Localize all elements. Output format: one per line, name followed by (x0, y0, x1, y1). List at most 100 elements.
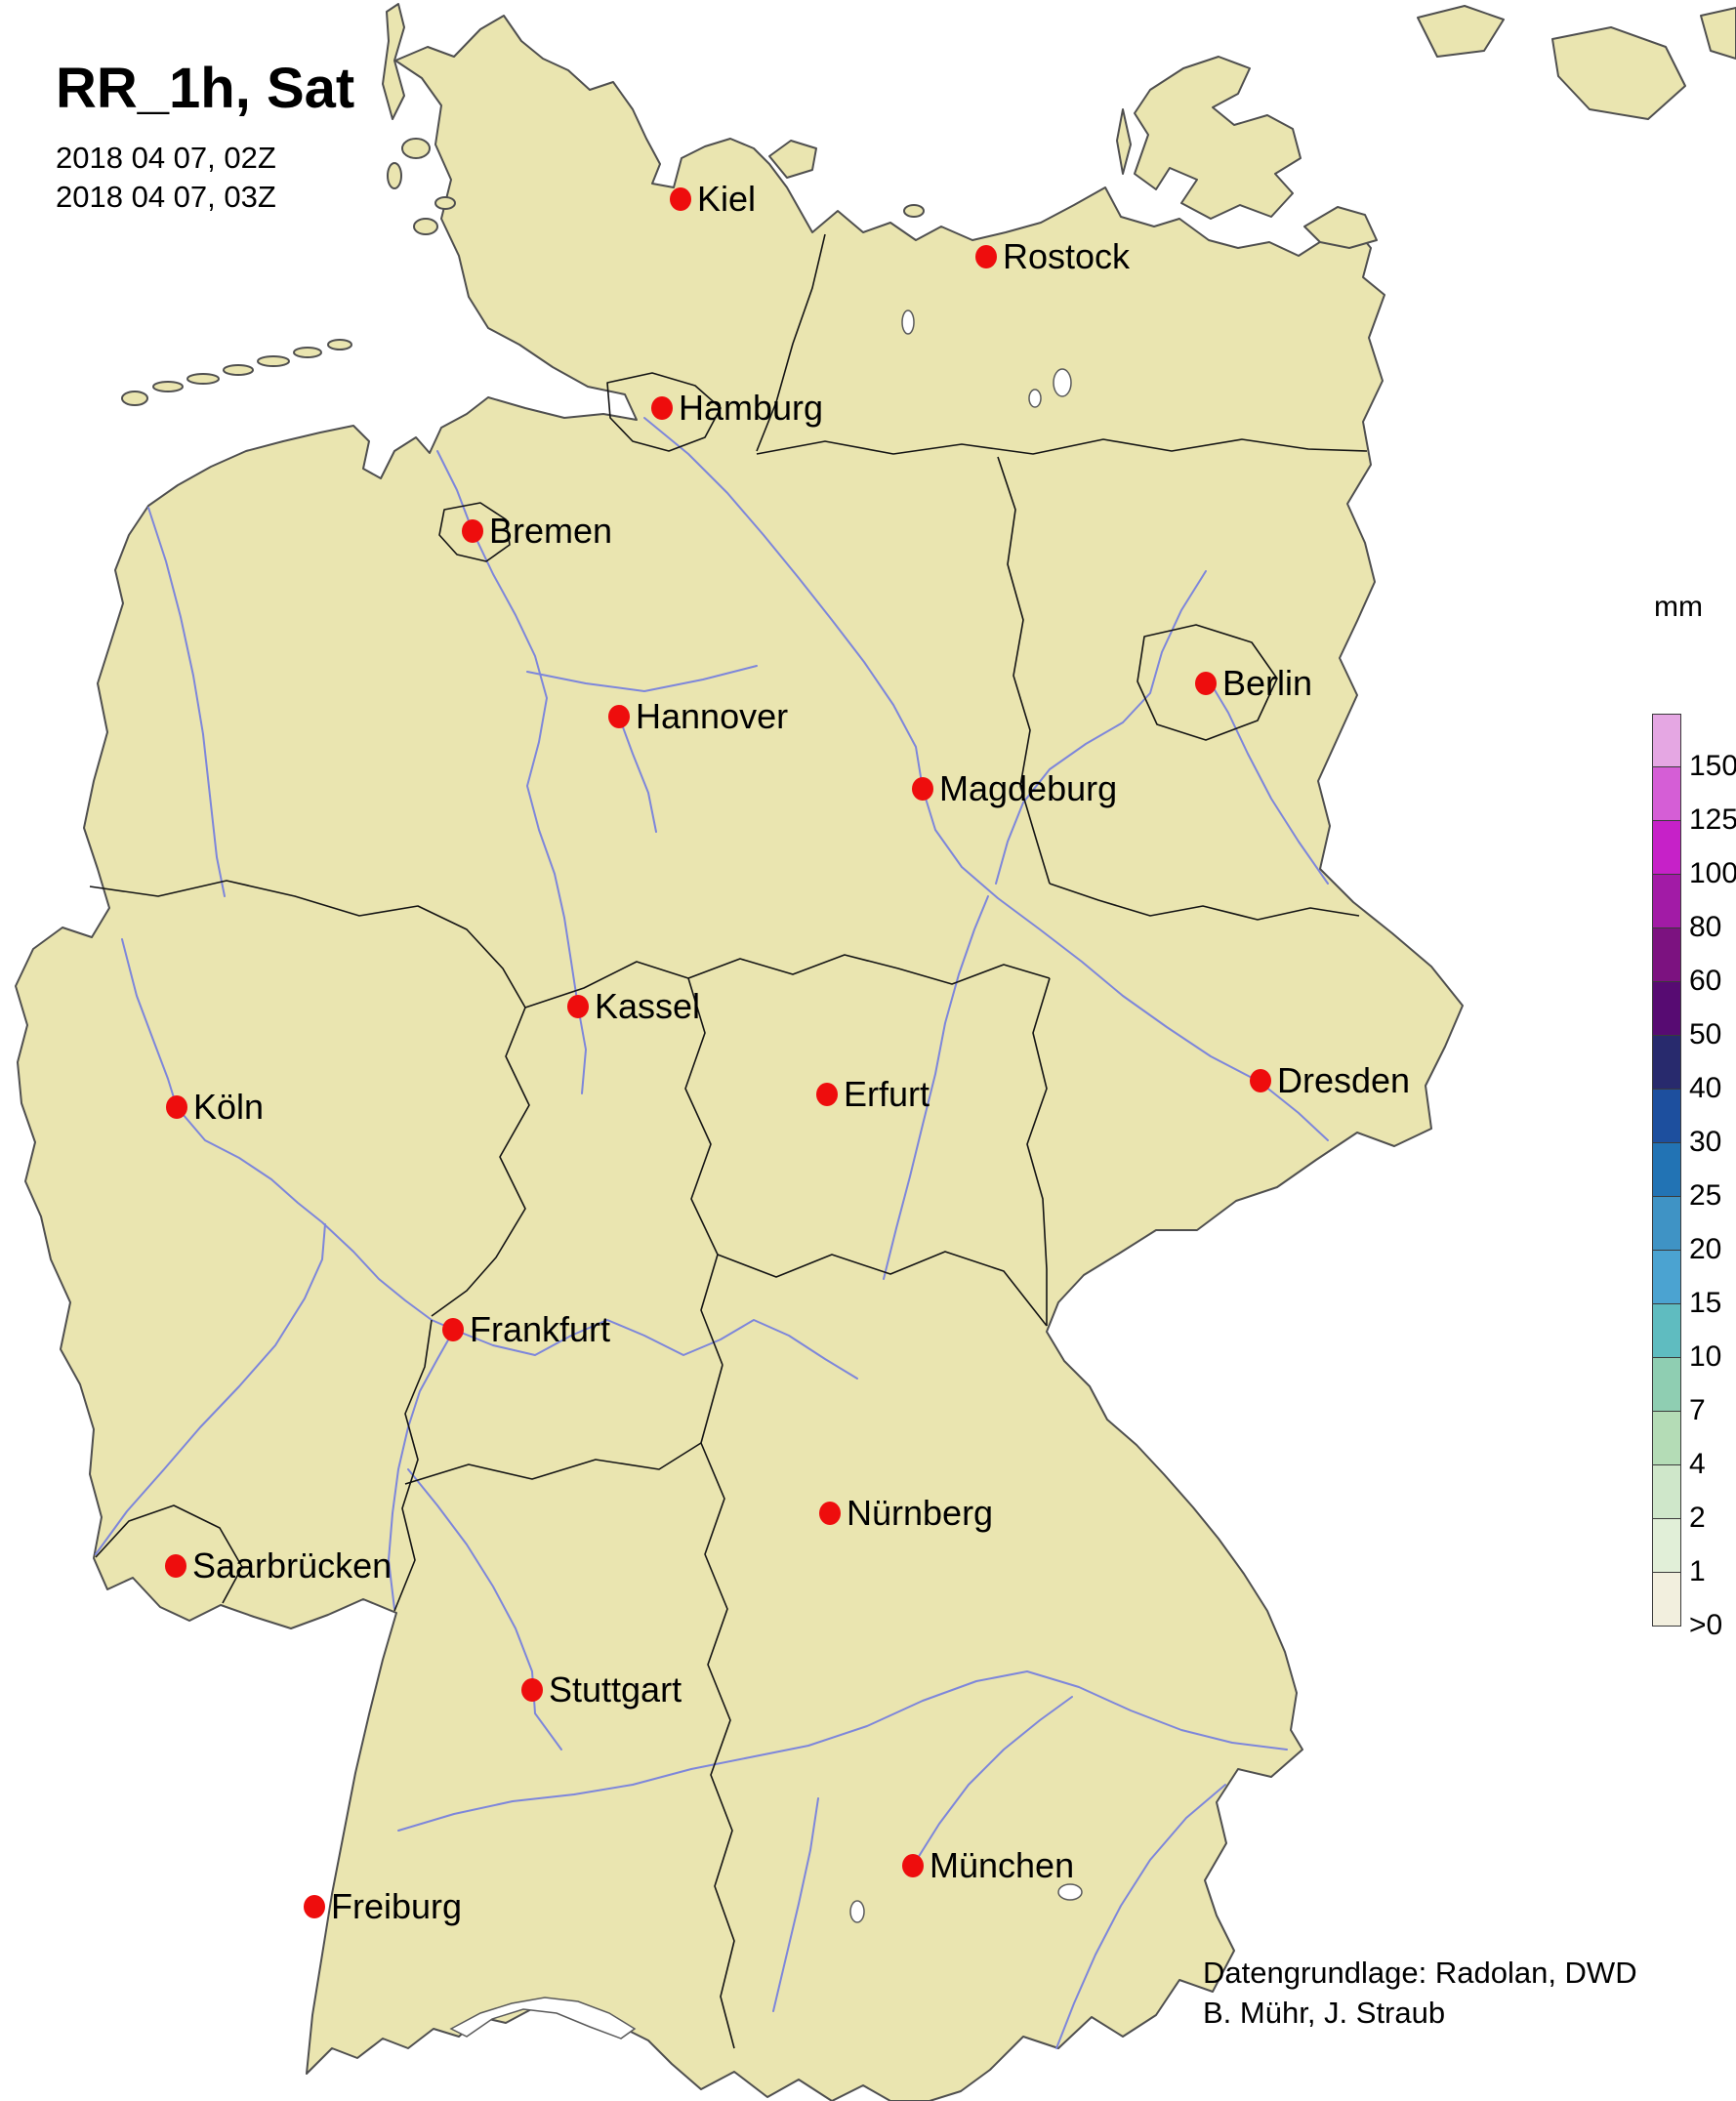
city-label-kassel: Kassel (595, 986, 700, 1026)
legend-segment-12 (1652, 1358, 1681, 1412)
city-label-hamburg: Hamburg (679, 388, 823, 428)
river-danube (397, 1670, 1288, 1832)
city-label-kiel: Kiel (697, 179, 756, 219)
city-dot-saarbrücken (165, 1554, 186, 1578)
city-dot-dresden (1250, 1069, 1271, 1092)
island-hiddensee (1116, 108, 1132, 175)
danish-island-corner (1700, 7, 1736, 60)
river-ems (147, 507, 226, 897)
legend-label-150: 150 (1689, 750, 1736, 782)
island-langeoog (257, 355, 290, 367)
legend-label-4: 4 (1689, 1448, 1706, 1480)
legend-segment-13 (1652, 1412, 1681, 1465)
border-hamburg-ring (606, 372, 722, 452)
page-title: RR_1h, Sat (56, 57, 355, 120)
island-nordstrand (434, 196, 456, 210)
city-label-magdeburg: Magdeburg (939, 768, 1117, 808)
border-th-by (717, 1251, 1048, 1327)
legend-label-60: 60 (1689, 965, 1722, 997)
island-norderney (186, 373, 220, 385)
legend-label-2: 2 (1689, 1502, 1706, 1534)
city-label-hannover: Hannover (636, 696, 788, 736)
island-fehmarn (768, 140, 817, 179)
legend-segment-5 (1652, 982, 1681, 1036)
germany-mainland (15, 15, 1464, 2101)
border-rp-saar (95, 1504, 243, 1604)
border-mv-south (756, 438, 1368, 455)
lakes (449, 309, 1083, 2039)
border-sn-th (1026, 977, 1051, 1326)
river-spree (1210, 682, 1329, 885)
river-havel (995, 570, 1207, 885)
title-block: RR_1h, Sat 2018 04 07, 02Z 2018 04 07, 0… (56, 61, 354, 217)
legend-label-20: 20 (1689, 1233, 1722, 1265)
border-bb-sn (1049, 883, 1360, 921)
city-label-rostock: Rostock (1003, 236, 1131, 276)
city-dot-rostock (975, 245, 997, 268)
danish-island-east (1551, 26, 1686, 120)
legend-segment-0 (1652, 714, 1681, 767)
river-main (453, 1319, 858, 1380)
river-isar (912, 1696, 1073, 1867)
city-dot-kiel (670, 187, 691, 211)
island-ruegen (1134, 56, 1302, 220)
river-leine (618, 716, 657, 833)
city-dot-köln (166, 1095, 187, 1119)
date-to: 2018 04 07, 03Z (56, 180, 276, 214)
credits-authors: B. Mühr, J. Straub (1203, 1996, 1446, 2030)
legend-segment-1 (1652, 767, 1681, 821)
border-bw-north (404, 1442, 702, 1485)
lake-starnberg (849, 1900, 865, 1923)
city-label-berlin: Berlin (1222, 663, 1312, 703)
legend-label-80: 80 (1689, 911, 1722, 943)
legend-label-1: 1 (1689, 1555, 1706, 1587)
city-markers: Kiel Rostock Hamburg Bremen Hannover Berlin Ma… (165, 179, 1410, 1926)
city-dot-erfurt (816, 1083, 838, 1106)
city-label-köln: Köln (193, 1087, 264, 1127)
border-rp-he (393, 1319, 433, 1612)
border-bremen-ring (438, 502, 511, 562)
city-dot-münchen (902, 1854, 924, 1877)
legend-segment-10 (1652, 1251, 1681, 1304)
rivers (95, 417, 1329, 2049)
lake-mueritz (1053, 368, 1072, 397)
city-label-erfurt: Erfurt (844, 1074, 930, 1114)
legend-unit-label: mm (1654, 591, 1703, 623)
legend-label-125: 125 (1689, 803, 1736, 836)
legend-label-50: 50 (1689, 1018, 1722, 1050)
city-label-frankfurt: Frankfurt (470, 1309, 610, 1349)
city-label-bremen: Bremen (489, 511, 612, 551)
lake-plauer (1028, 389, 1042, 408)
city-dot-frankfurt (442, 1318, 464, 1341)
border-berlin-ring (1137, 624, 1278, 741)
country-outline (15, 15, 1464, 2101)
river-aller (526, 665, 758, 692)
precipitation-legend: mm 150 125 100 80 60 50 40 30 25 20 15 10 7 4 2 1 >0 (1652, 591, 1736, 1641)
city-label-münchen: München (930, 1845, 1074, 1885)
legend-segment-7 (1652, 1090, 1681, 1143)
legend-label-30: 30 (1689, 1126, 1722, 1158)
island-pellworm (413, 218, 438, 235)
border-nds-nrw (89, 880, 526, 1009)
credits-source: Datengrundlage: Radolan, DWD (1203, 1956, 1637, 1990)
legend-segment-6 (1652, 1036, 1681, 1090)
lake-schwerin (901, 309, 915, 335)
legend-label-10: 10 (1689, 1340, 1722, 1373)
date-from: 2018 04 07, 02Z (56, 141, 276, 175)
city-label-nürnberg: Nürnberg (847, 1493, 993, 1533)
border-nds-st (997, 456, 1051, 885)
border-he-th (684, 977, 723, 1366)
island-amrum (387, 162, 402, 189)
island-foehr (401, 138, 431, 159)
legend-segment-9 (1652, 1197, 1681, 1251)
city-label-freiburg: Freiburg (331, 1886, 462, 1926)
island-wangerooge (327, 339, 352, 350)
city-dot-magdeburg (912, 777, 933, 801)
legend-label-25: 25 (1689, 1179, 1722, 1212)
island-juist (152, 381, 184, 392)
city-dot-nürnberg (819, 1502, 841, 1525)
city-label-stuttgart: Stuttgart (549, 1669, 682, 1710)
river-neckar (407, 1468, 562, 1751)
border-nds-th (524, 954, 1051, 1009)
